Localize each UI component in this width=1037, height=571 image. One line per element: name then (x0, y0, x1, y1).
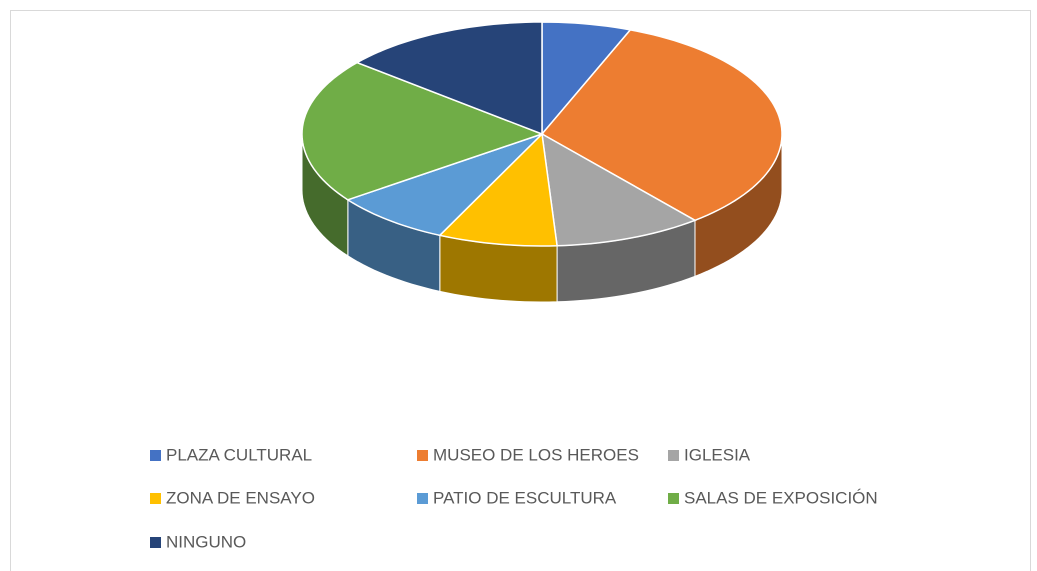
slice (301, 61, 545, 201)
slice (438, 132, 558, 247)
legend-label: MUSEO DE LOS HEROES (433, 445, 639, 464)
slice (540, 29, 783, 222)
slice (355, 21, 543, 136)
legend-label: NINGUNO (166, 532, 246, 551)
slice (541, 21, 632, 137)
legend-swatch (150, 537, 161, 548)
legend-swatch (417, 493, 428, 504)
legend-swatch (417, 450, 428, 461)
legend-label: IGLESIA (684, 445, 751, 464)
chart-frame (10, 10, 1031, 571)
legend-label: PLAZA CULTURAL (166, 445, 312, 464)
legend-swatch (150, 450, 161, 461)
slice (541, 132, 697, 247)
slice (346, 133, 543, 237)
legend-label: SALAS DE EXPOSICIÓN (684, 488, 878, 507)
legend-swatch (150, 493, 161, 504)
legend-swatch (668, 493, 679, 504)
legend-label: ZONA DE ENSAYO (166, 488, 315, 507)
legend-swatch (668, 450, 679, 461)
legend-label: PATIO DE ESCULTURA (433, 488, 617, 507)
